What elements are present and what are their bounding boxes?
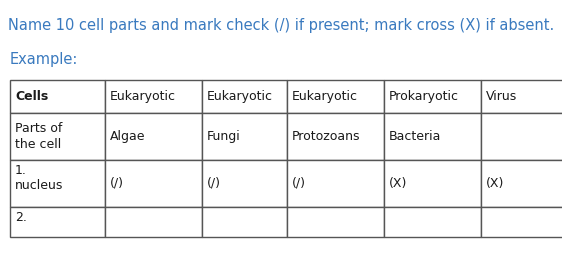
- Bar: [10, 207, 105, 237]
- Bar: [105, 113, 202, 160]
- Text: Prokaryotic: Prokaryotic: [389, 90, 459, 103]
- Text: (X): (X): [389, 177, 407, 190]
- Text: 2.: 2.: [15, 211, 27, 224]
- Bar: [287, 207, 384, 237]
- Text: (/): (/): [110, 177, 124, 190]
- Bar: [202, 160, 287, 207]
- Text: Parts of
the cell: Parts of the cell: [15, 123, 62, 151]
- Text: Example:: Example:: [10, 52, 78, 67]
- Bar: [10, 80, 105, 113]
- Bar: [202, 113, 287, 160]
- Text: Eukaryotic: Eukaryotic: [110, 90, 176, 103]
- Text: Eukaryotic: Eukaryotic: [292, 90, 358, 103]
- Text: Algae: Algae: [110, 130, 146, 143]
- Bar: [10, 160, 105, 207]
- Text: Virus: Virus: [486, 90, 517, 103]
- Bar: [105, 80, 202, 113]
- Bar: [481, 80, 562, 113]
- Text: Protozoans: Protozoans: [292, 130, 360, 143]
- Text: 1.
nucleus: 1. nucleus: [15, 164, 64, 192]
- Bar: [481, 207, 562, 237]
- Bar: [384, 160, 481, 207]
- Bar: [287, 80, 384, 113]
- Bar: [287, 160, 384, 207]
- Text: Eukaryotic: Eukaryotic: [207, 90, 273, 103]
- Bar: [105, 207, 202, 237]
- Bar: [384, 80, 481, 113]
- Text: (X): (X): [486, 177, 504, 190]
- Bar: [384, 113, 481, 160]
- Bar: [287, 113, 384, 160]
- Text: Cells: Cells: [15, 90, 48, 103]
- Bar: [481, 113, 562, 160]
- Bar: [202, 80, 287, 113]
- Text: Fungi: Fungi: [207, 130, 241, 143]
- Text: Bacteria: Bacteria: [389, 130, 441, 143]
- Bar: [481, 160, 562, 207]
- Text: Name 10 cell parts and mark check (/) if present; mark cross (X) if absent.: Name 10 cell parts and mark check (/) if…: [8, 18, 554, 33]
- Bar: [202, 207, 287, 237]
- Text: (/): (/): [292, 177, 306, 190]
- Bar: [105, 160, 202, 207]
- Bar: [384, 207, 481, 237]
- Text: (/): (/): [207, 177, 221, 190]
- Bar: [10, 113, 105, 160]
